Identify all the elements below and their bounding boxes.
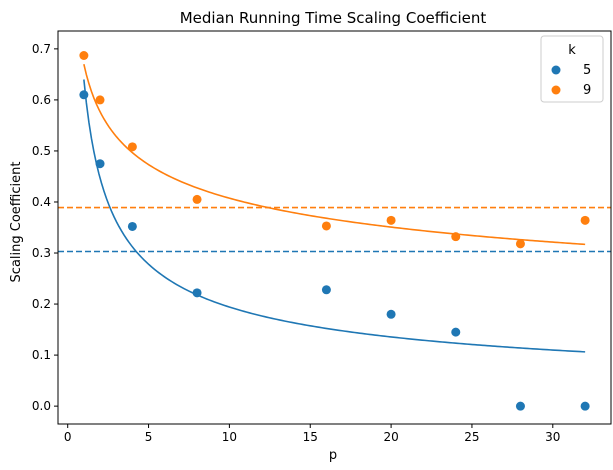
y-tick-label-0.4: 0.4 [32, 195, 51, 209]
legend-box [540, 35, 604, 103]
y-tick-label-0.3: 0.3 [32, 246, 51, 260]
data-point-k9-2 [127, 142, 137, 152]
fit-curve-k9 [83, 63, 586, 246]
x-tick-label-0: 0 [64, 430, 72, 444]
x-axis-title: p [329, 448, 337, 463]
legend-marker-k9 [551, 85, 561, 95]
plot-frame [57, 30, 612, 425]
legend-marker-k5 [551, 65, 561, 75]
data-point-k9-8 [580, 215, 590, 225]
y-tick-label-0.6: 0.6 [32, 93, 51, 107]
y-axis-title: Scaling Coefficient [9, 162, 24, 283]
y-tick-label-0.5: 0.5 [32, 144, 51, 158]
data-point-k5-0 [79, 90, 89, 100]
chart-title: Median Running Time Scaling Coefficient [180, 9, 487, 27]
data-point-k9-6 [451, 232, 461, 242]
y-tick-label-0.2: 0.2 [32, 297, 51, 311]
x-tick-label-15: 15 [303, 430, 318, 444]
data-point-k5-2 [127, 221, 137, 231]
plot-area: 0 5 10 15 20 25 300.00.10.20.30.40.50.60.7 k59 [32, 30, 612, 444]
data-point-k9-1 [95, 95, 105, 105]
x-tick-label-25: 25 [464, 430, 479, 444]
legend-label-k9: 9 [583, 83, 591, 98]
y-tick-label-0.1: 0.1 [32, 348, 51, 362]
y-tick-label-0.7: 0.7 [32, 42, 51, 56]
data-point-k9-0 [79, 50, 89, 60]
x-tick-label-20: 20 [383, 430, 398, 444]
data-point-k5-6 [451, 327, 461, 337]
fit-curve-k5 [83, 79, 586, 353]
data-point-k5-4 [321, 285, 331, 295]
data-point-k5-5 [386, 309, 396, 319]
legend-title: k [568, 43, 576, 58]
data-point-k9-4 [321, 221, 331, 231]
x-tick-label-10: 10 [222, 430, 237, 444]
data-point-k5-7 [515, 401, 525, 411]
data-point-k5-8 [580, 401, 590, 411]
data-point-k5-3 [192, 288, 202, 298]
data-point-k9-7 [515, 239, 525, 249]
data-point-k5-1 [95, 159, 105, 169]
legend-label-k5: 5 [583, 63, 591, 78]
data-point-k9-3 [192, 194, 202, 204]
x-tick-label-30: 30 [545, 430, 560, 444]
y-tick-label-0: 0.0 [32, 399, 51, 413]
data-point-k9-5 [386, 215, 396, 225]
x-tick-label-5: 5 [145, 430, 153, 444]
